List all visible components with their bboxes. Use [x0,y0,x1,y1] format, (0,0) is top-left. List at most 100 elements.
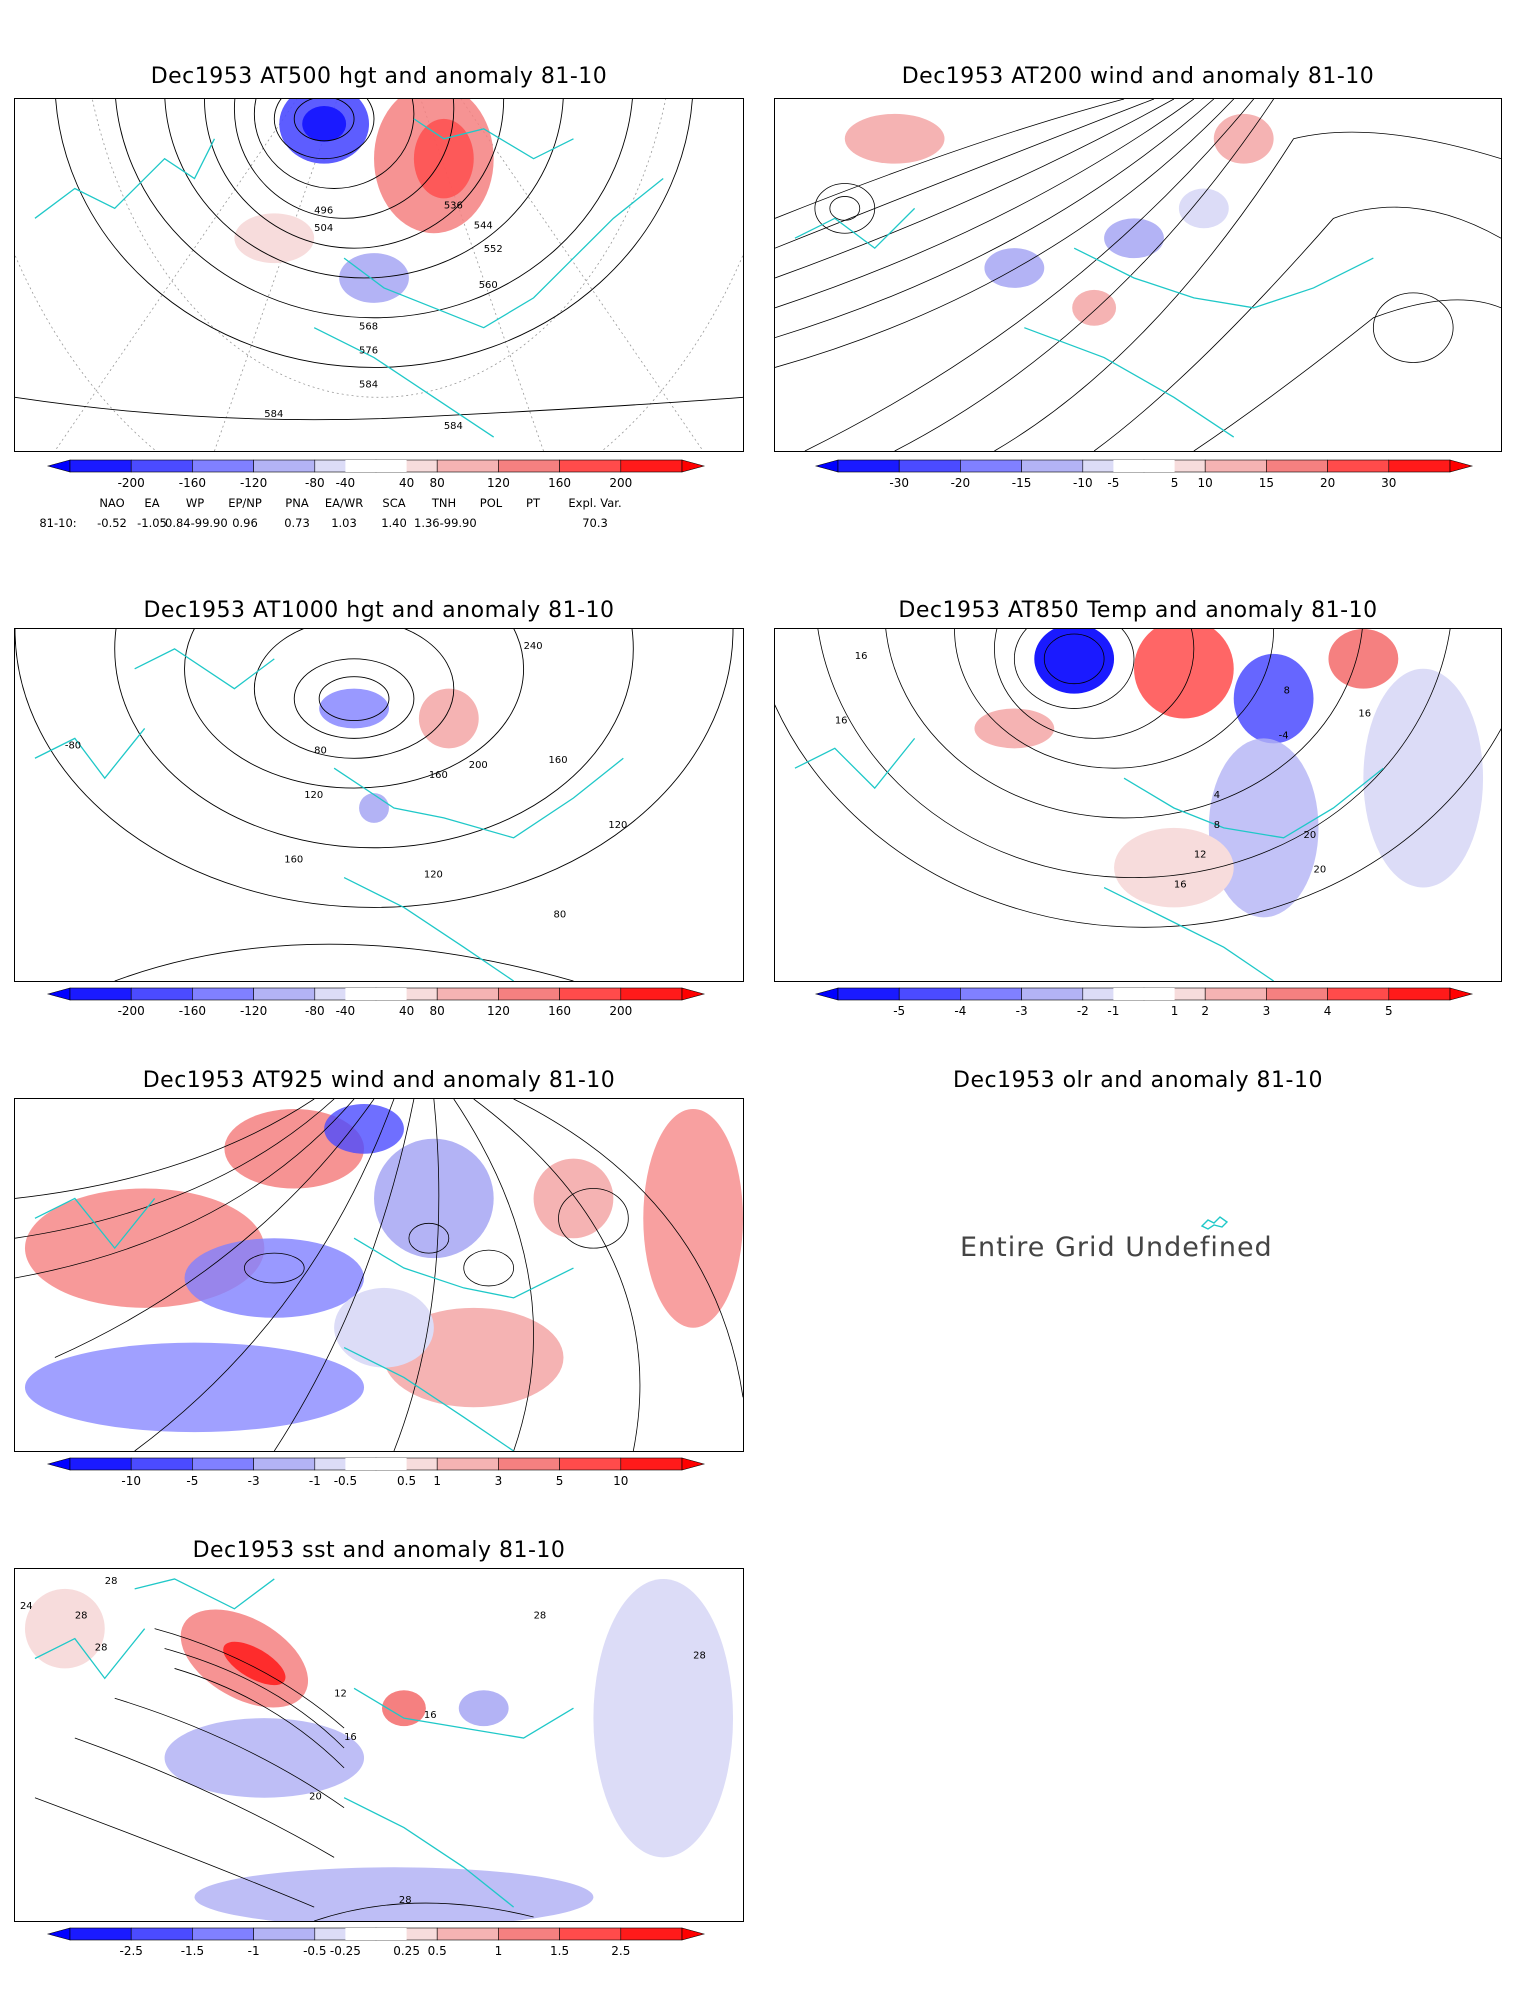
colorbar-arrow-right [1449,459,1474,473]
colorbar-svg: -2.5 -1.5 -1 -0.5 -0.25 0.25 0.5 1 1.5 2.5 [46,1927,706,1958]
colorbar-box [1204,987,1267,1001]
svg-text:8: 8 [1284,686,1290,697]
svg-text:552: 552 [484,244,503,255]
colorbar-tick-label: 0.5 [397,1474,416,1488]
colorbar-tick-label: -200 [118,476,145,490]
colorbar-box [69,459,132,473]
colorbar-tick-label: 0.25 [393,1944,420,1958]
colorbar-svg: -200 -160 -120 -80 -40 40 80 120 160 200 [46,987,706,1018]
colorbar-box [1021,987,1084,1001]
colorbar-tick-label: 5 [556,1474,564,1488]
svg-text:12: 12 [1194,850,1207,861]
colorbar-tick-label: -1.5 [181,1944,204,1958]
svg-text:160: 160 [284,855,303,866]
svg-text:4: 4 [1214,790,1220,801]
colorbar-box [253,1457,316,1471]
colorbar-box [253,459,316,473]
svg-text:560: 560 [479,280,498,291]
svg-text:200: 200 [469,760,488,771]
panel-title: Dec1953 AT500 hgt and anomaly 81-10 [150,64,608,89]
colorbar-tick-label: 40 [399,476,414,490]
colorbar-tick-label: 120 [487,1004,510,1018]
index-value: 70.3 [582,516,608,530]
svg-text:24: 24 [20,1601,33,1612]
colorbar-box [436,987,499,1001]
svg-text:28: 28 [399,1895,412,1906]
colorbar-925wind: -10 -5 -3 -1 -0.5 0.5 1 3 5 10 [46,1457,724,1492]
svg-text:20: 20 [1304,830,1317,841]
colorbar-box [436,459,499,473]
panel-title: Dec1953 olr and anomaly 81-10 [953,1068,1323,1093]
svg-text:28: 28 [95,1643,108,1654]
colorbar-tick-label: -4 [954,1004,966,1018]
svg-text:28: 28 [693,1651,706,1662]
colorbar-neutral [345,1458,407,1470]
svg-text:16: 16 [855,651,868,662]
colorbar-neutral [1113,988,1175,1000]
colorbar-neutral [1113,460,1175,472]
colorbar-tick-label: 15 [1259,476,1274,490]
colorbar-tick-label: 3 [1263,1004,1271,1018]
colorbar-tick-label: 160 [548,1004,571,1018]
colorbar-arrow-right [681,987,706,1001]
colorbar-tick-label: 1 [1171,1004,1179,1018]
colorbar-box [130,1457,193,1471]
colorbar-box [1327,459,1390,473]
svg-text:28: 28 [534,1611,547,1622]
svg-text:16: 16 [835,715,848,726]
svg-text:16: 16 [344,1732,357,1743]
colorbar-sst: -2.5 -1.5 -1 -0.5 -0.25 0.25 0.5 1 1.5 2.5 [46,1927,724,1962]
colorbar-box [620,1457,683,1471]
svg-text:16: 16 [1174,880,1187,891]
svg-text:584: 584 [264,409,283,420]
colorbar-box [253,1927,316,1941]
map-925wind [14,1098,744,1452]
index-value: 0.84-99.90 [165,516,228,530]
colorbar-tick-label: -120 [240,476,267,490]
colorbar-box [130,1927,193,1941]
colorbar-box [192,1457,254,1471]
colorbar-arrow-left [46,1927,71,1941]
colorbar-arrow-left [46,987,71,1001]
undefined-grid-message: Entire Grid Undefined [960,1232,1273,1263]
colorbar-box [620,987,683,1001]
colorbar-box [1388,987,1451,1001]
svg-text:-80: -80 [65,740,81,751]
index-row-label: 81-10: [39,516,77,530]
colorbar-tick-label: -5 [1107,476,1119,490]
colorbar-arrow-left [46,459,71,473]
colorbar-box [1021,459,1084,473]
colorbar-tick-label: -1 [248,1944,260,1958]
svg-text:504: 504 [314,223,333,234]
map-500hgt: 496 504 536 544 552 560 568 576 584 584 … [14,98,744,452]
colorbar-box [436,1927,499,1941]
index-header: Expl. Var. [568,496,622,510]
colorbar-box [960,459,1022,473]
svg-text:160: 160 [549,755,568,766]
svg-text:8: 8 [1214,820,1220,831]
colorbar-tick-label: 160 [548,476,571,490]
index-value: 1.40 [381,516,407,530]
colorbar-850temp: -5 -4 -3 -2 -1 1 2 3 4 5 [814,987,1492,1022]
colorbar-box [498,459,560,473]
svg-text:584: 584 [359,379,378,390]
colorbar-box [559,1927,622,1941]
colorbar-box [192,987,254,1001]
colorbar-tick-label: 20 [1320,476,1335,490]
colorbar-box [498,1927,560,1941]
colorbar-tick-label: 3 [495,1474,503,1488]
map-svg [775,99,1501,451]
colorbar-tick-label: -3 [248,1474,260,1488]
colorbar-tick-label: 5 [1171,476,1179,490]
colorbar-tick-label: 1.5 [550,1944,569,1958]
colorbar-tick-label: 1 [495,1944,503,1958]
colorbar-box [1204,459,1267,473]
colorbar-tick-label: 120 [487,476,510,490]
colorbar-tick-label: 4 [1324,1004,1332,1018]
colorbar-box [192,459,254,473]
colorbar-arrow-left [814,459,839,473]
index-header: PT [526,496,540,510]
index-header: PNA [285,496,309,510]
colorbar-tick-label: -80 [305,1004,325,1018]
index-value: -1.05 [137,516,167,530]
